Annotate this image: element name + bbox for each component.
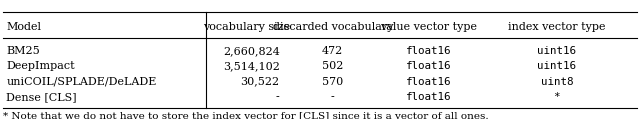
Text: uint16: uint16 bbox=[538, 46, 576, 56]
Text: 502: 502 bbox=[322, 61, 344, 71]
Text: discarded vocabulary: discarded vocabulary bbox=[273, 22, 393, 32]
Text: 3,514,102: 3,514,102 bbox=[223, 61, 280, 71]
Text: uniCOIL/SPLADE/DeLADE: uniCOIL/SPLADE/DeLADE bbox=[6, 77, 157, 87]
Text: * Note that we do not have to store the index vector for [CLS] since it is a vec: * Note that we do not have to store the … bbox=[3, 111, 489, 119]
Text: DeepImpact: DeepImpact bbox=[6, 61, 75, 71]
Text: 30,522: 30,522 bbox=[241, 77, 280, 87]
Text: *: * bbox=[554, 92, 560, 102]
Text: uint16: uint16 bbox=[538, 61, 576, 71]
Text: -: - bbox=[276, 92, 280, 102]
Text: Dense [CLS]: Dense [CLS] bbox=[6, 92, 77, 102]
Text: index vector type: index vector type bbox=[508, 22, 605, 32]
Text: -: - bbox=[331, 92, 335, 102]
Text: value vector type: value vector type bbox=[380, 22, 477, 32]
Text: Model: Model bbox=[6, 22, 42, 32]
Text: uint8: uint8 bbox=[541, 77, 573, 87]
Text: 2,660,824: 2,660,824 bbox=[223, 46, 280, 56]
Text: float16: float16 bbox=[406, 92, 452, 102]
Text: float16: float16 bbox=[406, 46, 452, 56]
Text: 570: 570 bbox=[322, 77, 344, 87]
Text: 472: 472 bbox=[322, 46, 344, 56]
Text: float16: float16 bbox=[406, 77, 452, 87]
Text: BM25: BM25 bbox=[6, 46, 40, 56]
Text: vocabulary size: vocabulary size bbox=[203, 22, 290, 32]
Text: float16: float16 bbox=[406, 61, 452, 71]
